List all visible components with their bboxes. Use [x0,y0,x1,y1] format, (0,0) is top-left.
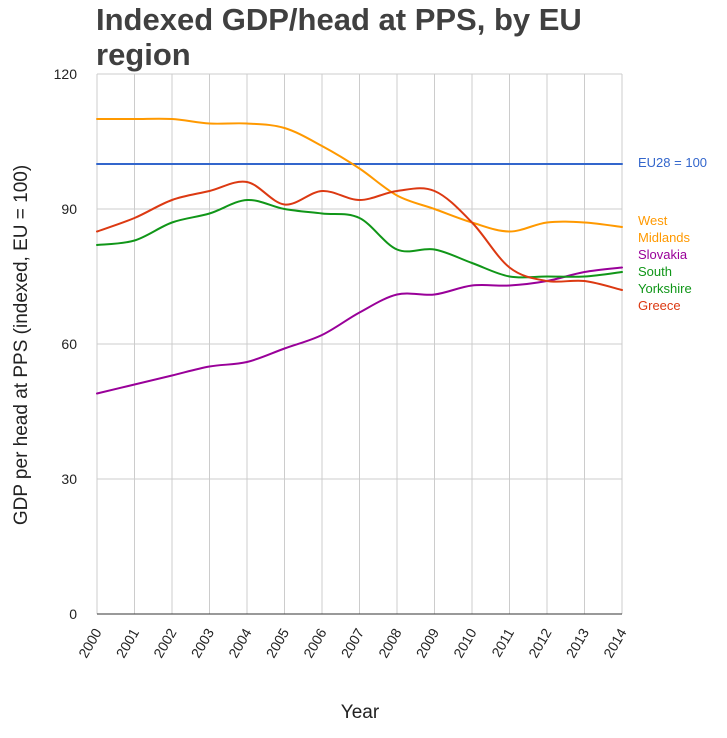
x-tick-label: 2007 [338,625,368,660]
x-tick-label: 2006 [300,625,330,660]
x-tick-label: 2012 [525,625,555,660]
series-line-slovakia [96,266,623,395]
x-axis-title: Year [341,702,380,723]
x-tick-label: 2008 [375,625,405,660]
x-tick-label: 2014 [600,625,630,660]
series-label: EU28 = 100 [638,155,707,170]
x-tick-label: 2013 [563,625,593,660]
series-label: Midlands [638,230,691,245]
x-tick-label: 2001 [113,625,143,660]
series-line-greece [96,180,623,291]
y-axis-title: GDP per head at PPS (indexed, EU = 100) [11,165,32,525]
x-tick-label: 2011 [488,625,517,659]
x-tick-label: 2000 [75,625,105,660]
x-tick-label: 2002 [150,625,180,660]
series-label: South [638,264,672,279]
y-tick-label: 30 [61,471,77,487]
y-tick-label: 90 [61,201,77,217]
series-line-west-midlands [96,117,623,233]
series-label: Greece [638,298,681,313]
x-tick-label: 2009 [413,625,443,660]
series-label: Yorkshire [638,281,692,296]
axis-layer: 0 30 60 90 120 2000 2001 2002 2003 2004 2005 2006 20… [54,66,630,660]
x-tick-label: 2004 [225,625,255,660]
series-label: Slovakia [638,247,688,262]
x-tick-label: 2003 [188,625,218,660]
series-line-south-yorkshire [96,198,623,279]
series-layer [96,117,623,395]
series-label: West [638,213,668,228]
x-tick-label: 2010 [450,625,480,660]
y-tick-label: 120 [54,66,78,82]
series-label-layer: EU28 = 100 West Midlands Slovakia South Yorks… [638,155,707,313]
y-tick-label: 0 [69,606,77,622]
grid-layer [96,73,623,614]
x-tick-label: 2005 [263,625,293,660]
y-tick-label: 60 [61,336,77,352]
chart-title: Indexed GDP/head at PPS, by EU region [96,2,582,72]
